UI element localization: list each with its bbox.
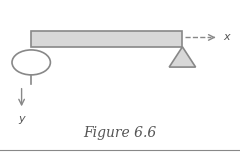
Text: y: y — [18, 114, 25, 124]
Circle shape — [12, 50, 50, 75]
Text: Figure 6.6: Figure 6.6 — [83, 126, 157, 140]
Bar — [31, 31, 182, 47]
Text: x: x — [223, 32, 230, 42]
Polygon shape — [169, 47, 196, 67]
